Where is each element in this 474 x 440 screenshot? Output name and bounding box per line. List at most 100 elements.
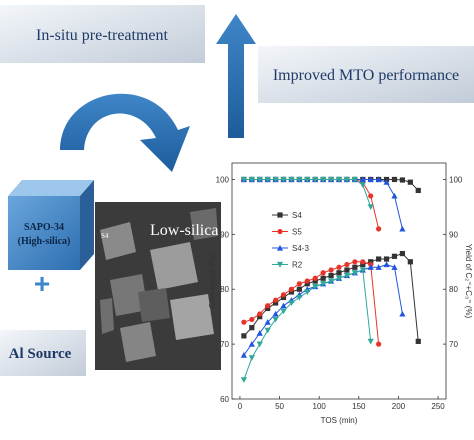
marker [248, 176, 255, 183]
marker [256, 176, 263, 183]
sem-sample: S4 [101, 232, 109, 240]
marker [399, 177, 406, 183]
marker [351, 270, 358, 276]
y-tick-label: 100 [216, 175, 230, 184]
marker [304, 278, 310, 284]
legend-label: R2 [292, 261, 303, 270]
marker [336, 264, 342, 270]
marker [367, 204, 374, 211]
legend-label: S4-3 [292, 244, 309, 253]
marker [391, 176, 398, 183]
performance-text: Improved MTO performance [273, 67, 459, 84]
marker [312, 275, 318, 281]
cube-top [8, 180, 94, 196]
marker [399, 310, 406, 317]
conversion-line [243, 178, 372, 208]
marker [288, 286, 295, 292]
pretreatment-box [0, 5, 205, 63]
al-text: Al Source [9, 346, 72, 362]
marker [383, 179, 390, 185]
marker [264, 319, 271, 325]
marker [328, 267, 334, 273]
x-tick-label: 50 [275, 402, 284, 411]
marker [256, 330, 263, 336]
marker [248, 341, 255, 347]
y2-tick-label: 70 [449, 340, 458, 349]
marker [344, 261, 350, 268]
marker [367, 338, 374, 345]
marker [264, 176, 271, 183]
marker [415, 187, 421, 194]
marker [407, 179, 413, 185]
marker [277, 212, 283, 218]
marker [383, 256, 390, 262]
x-tick-label: 100 [313, 402, 327, 411]
yield-line [243, 261, 380, 345]
marker [344, 267, 350, 273]
marker [272, 176, 279, 183]
marker [272, 297, 279, 303]
marker [272, 316, 279, 323]
marker [272, 310, 279, 317]
marker [360, 261, 366, 268]
cube-side [80, 180, 94, 270]
legend-label: S5 [292, 228, 302, 237]
marker [280, 302, 287, 309]
sapo-text: SAPO-34 [24, 222, 64, 233]
marker [343, 176, 351, 183]
marker [240, 377, 247, 383]
marker [288, 176, 295, 183]
cube-front [8, 196, 80, 270]
y-tick-label: 60 [220, 395, 229, 404]
marker [328, 272, 334, 279]
marker [312, 283, 319, 290]
marker [320, 270, 326, 276]
marker [304, 289, 311, 296]
marker [415, 338, 421, 344]
marker [272, 300, 279, 306]
curved-arrow [60, 93, 190, 172]
marker [320, 281, 327, 287]
y-tick-label: 80 [220, 285, 229, 294]
y2-tick-label: 100 [449, 175, 463, 184]
marker [249, 325, 255, 331]
y-tick-label: 90 [220, 230, 229, 239]
marker [257, 314, 263, 320]
conversion-line [243, 178, 380, 229]
sem-label: Low-silica [150, 222, 218, 239]
marker [391, 192, 398, 199]
marker [376, 226, 382, 232]
x-tick-label: 250 [431, 402, 445, 411]
y2-tick-label: 80 [449, 285, 458, 294]
sem-image [95, 202, 221, 370]
marker [376, 256, 382, 262]
marker [367, 176, 374, 183]
marker [391, 264, 398, 270]
marker [280, 308, 287, 315]
marker [352, 259, 358, 265]
marker [264, 327, 271, 334]
x-tick-label: 150 [352, 402, 366, 411]
marker [327, 278, 335, 285]
marker [352, 264, 358, 270]
marker [383, 261, 390, 268]
x-axis-label: TOS (min) [321, 416, 358, 425]
marker [360, 259, 366, 265]
marker [276, 244, 284, 251]
marker [312, 278, 318, 284]
marker [248, 355, 255, 361]
y-axis-label: Conversion (%) [208, 253, 217, 308]
marker [391, 253, 398, 259]
marker [276, 261, 284, 268]
marker [407, 259, 413, 265]
marker [320, 176, 327, 183]
marker [280, 294, 287, 301]
marker [296, 286, 302, 292]
marker [296, 176, 303, 183]
marker [320, 275, 326, 281]
marker [257, 311, 263, 317]
conversion-line [243, 178, 403, 229]
marker [351, 176, 358, 183]
marker [367, 264, 374, 270]
